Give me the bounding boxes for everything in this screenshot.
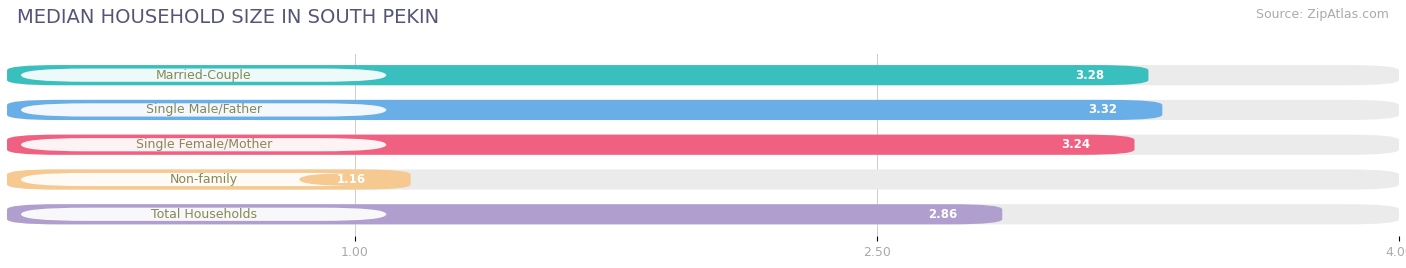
FancyBboxPatch shape [7, 135, 1399, 155]
FancyBboxPatch shape [21, 69, 387, 82]
FancyBboxPatch shape [21, 173, 387, 186]
FancyBboxPatch shape [1024, 138, 1128, 151]
Text: MEDIAN HOUSEHOLD SIZE IN SOUTH PEKIN: MEDIAN HOUSEHOLD SIZE IN SOUTH PEKIN [17, 8, 439, 27]
Text: Non-family: Non-family [170, 173, 238, 186]
Text: Single Female/Mother: Single Female/Mother [135, 138, 271, 151]
FancyBboxPatch shape [21, 103, 387, 117]
FancyBboxPatch shape [21, 138, 387, 151]
FancyBboxPatch shape [7, 169, 1399, 189]
FancyBboxPatch shape [7, 204, 1002, 224]
Text: 2.86: 2.86 [928, 208, 957, 221]
FancyBboxPatch shape [21, 208, 387, 221]
Text: 3.32: 3.32 [1088, 103, 1118, 116]
Text: 3.24: 3.24 [1060, 138, 1090, 151]
FancyBboxPatch shape [299, 173, 404, 186]
FancyBboxPatch shape [7, 65, 1149, 85]
FancyBboxPatch shape [7, 100, 1163, 120]
Text: 3.28: 3.28 [1074, 69, 1104, 82]
FancyBboxPatch shape [7, 100, 1399, 120]
Text: Total Households: Total Households [150, 208, 257, 221]
Text: Married-Couple: Married-Couple [156, 69, 252, 82]
FancyBboxPatch shape [7, 135, 1135, 155]
Text: Single Male/Father: Single Male/Father [146, 103, 262, 116]
Text: 1.16: 1.16 [337, 173, 366, 186]
Text: Source: ZipAtlas.com: Source: ZipAtlas.com [1256, 8, 1389, 21]
FancyBboxPatch shape [7, 65, 1399, 85]
FancyBboxPatch shape [7, 169, 411, 189]
FancyBboxPatch shape [891, 208, 995, 221]
FancyBboxPatch shape [1050, 103, 1156, 117]
FancyBboxPatch shape [7, 204, 1399, 224]
FancyBboxPatch shape [1038, 69, 1142, 82]
